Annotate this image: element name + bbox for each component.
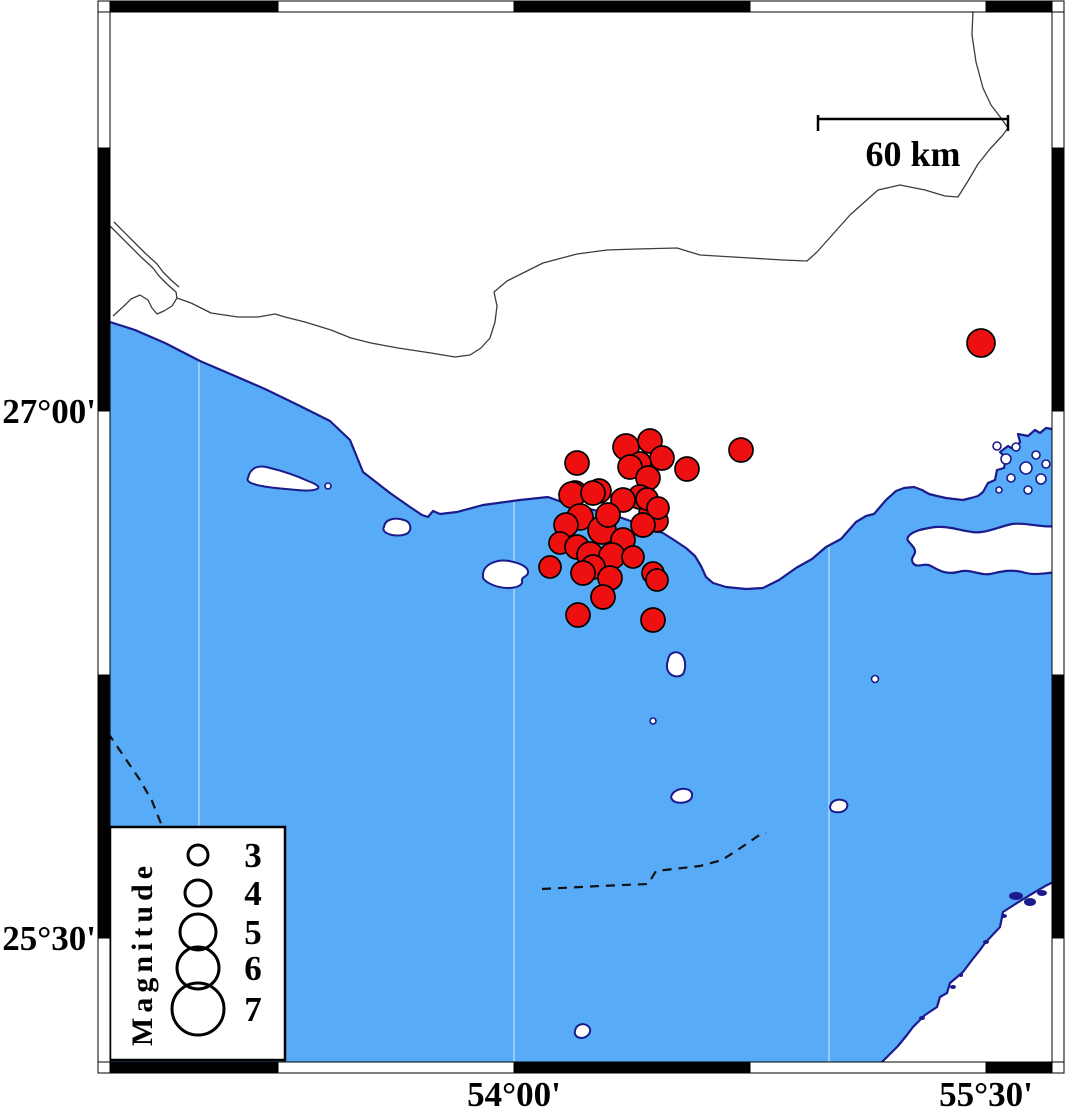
qeshm-island: [906, 522, 1060, 576]
islet: [1000, 453, 1012, 465]
frame-segment-left: [97, 147, 111, 412]
frame-corner: [97, 0, 111, 13]
maritime-boundary-dashed: [541, 831, 767, 891]
coastal-lagoon: [919, 1016, 925, 1020]
frame-segment-right: [1051, 147, 1065, 412]
legend-magnitude-value: 7: [244, 990, 262, 1029]
island: [482, 559, 530, 590]
earthquake-marker: [645, 568, 669, 592]
frame-segment-bottom: [513, 1061, 751, 1074]
legend-magnitude-value: 4: [244, 874, 262, 913]
legend-magnitude-value: 5: [244, 913, 262, 952]
latitude-label: 25°30': [2, 919, 96, 958]
frame-segment-right: [1051, 410, 1065, 676]
mainland-coastline: [109, 320, 1059, 591]
earthquake-marker: [640, 607, 666, 633]
legend-magnitude-circle: [175, 945, 221, 991]
earthquake-marker: [630, 512, 656, 538]
legend-magnitude-value: 3: [244, 836, 262, 875]
frame-segment-bottom: [277, 1061, 515, 1074]
coastal-lagoon: [1009, 892, 1023, 900]
legend-magnitude-value: 6: [244, 949, 262, 988]
frame-segment-top: [513, 0, 751, 13]
island: [573, 1023, 592, 1040]
frame-segment-bottom: [109, 1061, 279, 1074]
island: [382, 517, 412, 537]
earthquake-marker: [590, 584, 616, 610]
islet: [649, 717, 657, 725]
frame-segment-top: [277, 0, 515, 13]
frame-segment-top: [985, 0, 1053, 13]
islet: [1019, 461, 1033, 475]
frame-segment-left: [97, 11, 111, 149]
river-line: [176, 9, 1009, 358]
river-line: [112, 294, 178, 317]
coastal-lagoon: [1001, 914, 1007, 918]
frame-corner: [1051, 1061, 1065, 1074]
earthquake-marker: [564, 450, 590, 476]
frame-segment-left: [97, 937, 111, 1063]
frame-segment-top: [749, 0, 987, 13]
river-line: [113, 221, 180, 288]
islet: [995, 486, 1003, 494]
island: [669, 787, 694, 804]
islet: [870, 674, 880, 684]
sea-area: [104, 320, 1058, 1068]
legend-magnitude-circle: [186, 843, 210, 867]
islet: [1006, 473, 1016, 483]
river-line: [109, 225, 178, 299]
islet: [1035, 473, 1047, 485]
legend-magnitude-circle: [183, 878, 213, 908]
earthquake-marker: [595, 502, 621, 528]
frame-segment-right: [1051, 674, 1065, 939]
islet: [1011, 442, 1021, 452]
frame-segment-bottom: [985, 1061, 1053, 1074]
southern-peninsula-land: [880, 880, 1058, 1068]
islet: [1041, 459, 1051, 469]
frame-corner: [1051, 0, 1065, 13]
earthquake-marker: [649, 445, 675, 471]
coastal-lagoon: [950, 985, 956, 989]
islet: [992, 441, 1002, 451]
coastal-lagoon: [1037, 890, 1047, 896]
southern-peninsula-coastline: [879, 878, 1059, 1065]
earthquake-marker: [538, 555, 562, 579]
islet: [1031, 450, 1041, 460]
latitude-label: 27°00': [2, 392, 96, 431]
island: [246, 465, 320, 492]
legend-magnitude-circle: [170, 981, 226, 1037]
frame-corner: [97, 1061, 111, 1074]
earthquake-marker: [674, 456, 700, 482]
legend-magnitude-circle: [178, 912, 218, 952]
longitude-label: 54°00': [467, 1075, 561, 1111]
frame-segment-right: [1051, 937, 1065, 1063]
island: [828, 798, 849, 814]
islet: [324, 482, 332, 490]
scalebar-label: 60 km: [865, 134, 960, 174]
frame-segment-top: [109, 0, 279, 13]
islet: [1023, 485, 1033, 495]
earthquake-marker: [728, 437, 754, 463]
coastal-lagoon: [983, 940, 989, 944]
longitude-label: 55°30': [939, 1075, 1033, 1111]
legend-title: Magnitude: [126, 861, 159, 1046]
earthquake-marker: [646, 496, 670, 520]
earthquake-marker: [966, 328, 996, 358]
earthquake-marker: [570, 560, 596, 586]
island: [665, 651, 687, 678]
earthquake-marker: [565, 602, 591, 628]
earthquake-marker: [621, 545, 645, 569]
frame-segment-right: [1051, 11, 1065, 149]
frame-segment-left: [97, 410, 111, 676]
coastal-lagoon: [1024, 898, 1036, 906]
earthquake-marker: [580, 480, 606, 506]
frame-segment-left: [97, 674, 111, 939]
maritime-boundary-dashed: [107, 732, 164, 827]
coastal-lagoon: [959, 973, 963, 977]
frame-segment-bottom: [749, 1061, 987, 1074]
